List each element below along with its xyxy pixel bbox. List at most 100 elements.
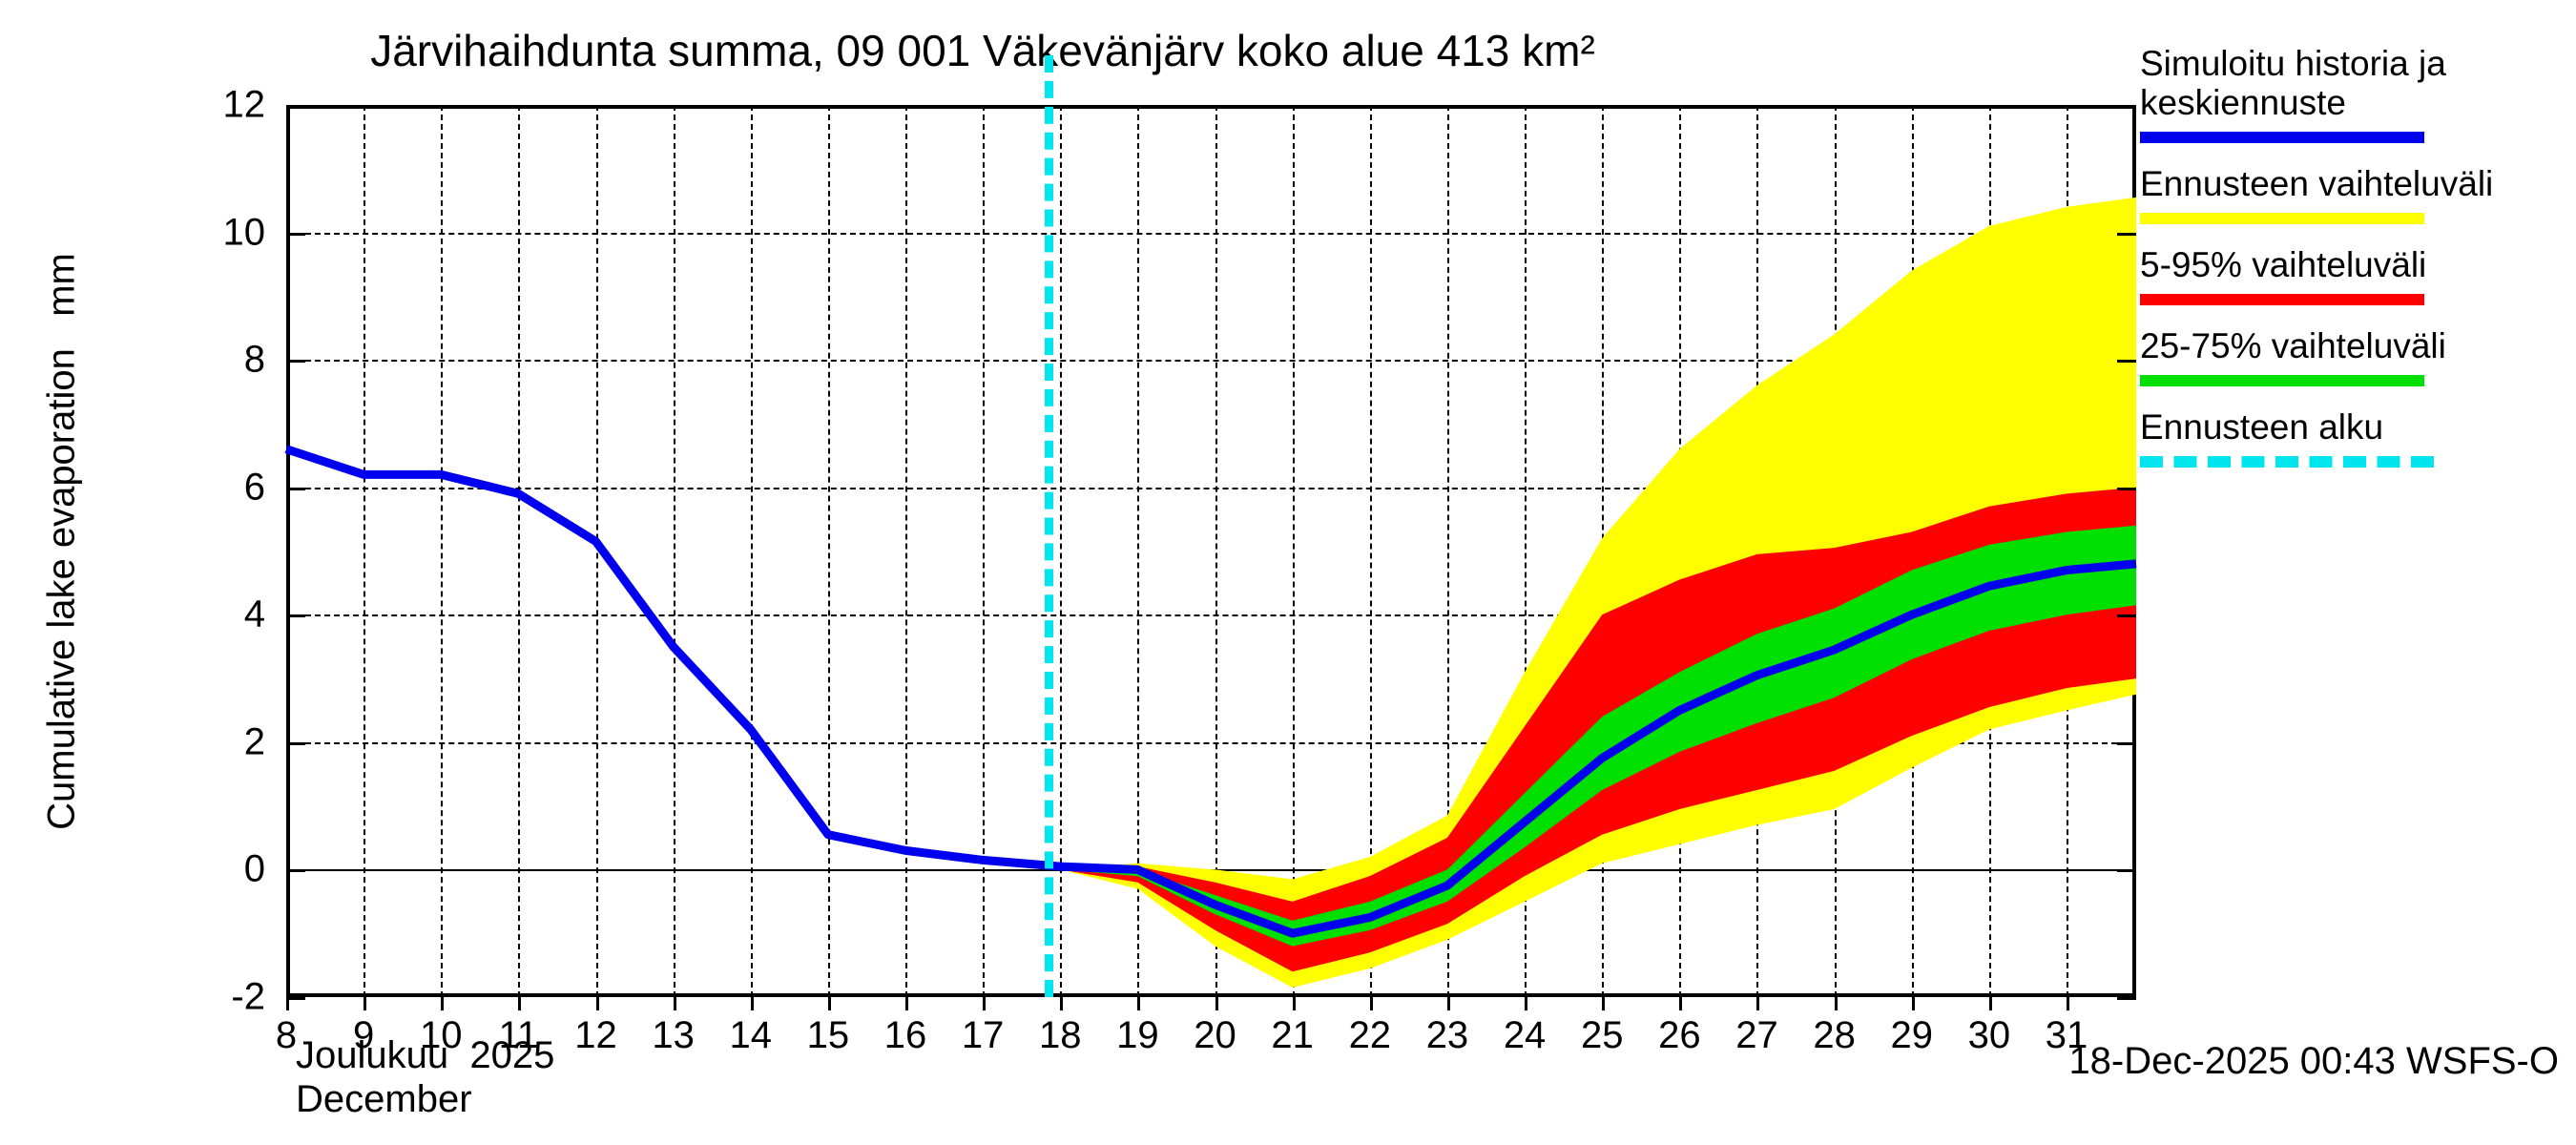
x-tick <box>1525 997 1528 1010</box>
gridline-horizontal <box>286 614 2136 617</box>
x-tick-label: 25 <box>1580 1014 1624 1056</box>
y-tick <box>2117 360 2136 364</box>
x-tick <box>827 997 831 1010</box>
y-tick-label: 10 <box>222 211 266 254</box>
x-tick-label: 21 <box>1271 1014 1314 1056</box>
legend-item-label: 5-95% vaihteluväli <box>2140 245 2427 284</box>
x-tick-label: 9 <box>353 1014 375 1056</box>
chart-title: Järvihaihdunta summa, 09 001 Väkevänjärv… <box>370 26 1595 75</box>
y-tick <box>2117 232 2136 236</box>
legend-item-label: Ennusteen alku <box>2140 407 2384 447</box>
x-tick-label: 24 <box>1503 1014 1547 1056</box>
legend-swatch <box>2140 375 2424 386</box>
y-tick <box>2117 869 2136 873</box>
legend-item-label: Simuloitu historia ja keskiennuste <box>2140 44 2446 122</box>
gridline-horizontal <box>286 741 2136 744</box>
gridline-vertical <box>750 105 753 997</box>
y-tick <box>286 869 305 873</box>
x-tick <box>1679 997 1683 1010</box>
x-tick <box>673 997 676 1010</box>
x-tick-label: 26 <box>1658 1014 1701 1056</box>
x-tick <box>1602 997 1606 1010</box>
x-tick <box>1911 997 1915 1010</box>
x-tick-label: 13 <box>652 1014 695 1056</box>
x-tick <box>441 997 445 1010</box>
y-tick <box>286 741 305 745</box>
legend-item: Simuloitu historia ja keskiennuste <box>2140 44 2569 143</box>
y-tick <box>286 487 305 490</box>
gridline-vertical <box>1215 105 1217 997</box>
y-tick <box>286 232 305 236</box>
x-tick-label: 31 <box>2045 1014 2088 1056</box>
x-tick-label: 16 <box>883 1014 927 1056</box>
y-tick-label: 0 <box>243 847 265 890</box>
x-tick <box>364 997 367 1010</box>
x-tick-label: 10 <box>420 1014 463 1056</box>
x-axis-caption-en: December <box>296 1078 472 1120</box>
legend-item: 25-75% vaihteluväli <box>2140 326 2569 386</box>
x-tick-label: 29 <box>1890 1014 1933 1056</box>
timestamp-footer: 18-Dec-2025 00:43 WSFS-O <box>2068 1040 2559 1082</box>
y-tick <box>286 614 305 618</box>
legend-item: Ennusteen alku <box>2140 407 2569 468</box>
gridline-vertical <box>673 105 675 997</box>
median-line <box>284 445 2137 938</box>
x-tick <box>1988 997 1992 1010</box>
x-tick-label: 28 <box>1813 1014 1856 1056</box>
x-tick <box>1292 997 1296 1010</box>
gridline-vertical <box>1137 105 1140 997</box>
gridline-vertical <box>1060 105 1063 997</box>
x-tick-label: 11 <box>498 1014 539 1056</box>
x-tick-label: 27 <box>1735 1014 1778 1056</box>
legend-item: 5-95% vaihteluväli <box>2140 245 2569 305</box>
x-tick-label: 18 <box>1039 1014 1082 1056</box>
gridline-horizontal <box>286 487 2136 489</box>
plot-area: 8 9 10 11 12 13 14 15 16 17 18 19 20 21 22 23 24 25 26 27 28… <box>223 55 2137 1056</box>
y-tick <box>286 997 305 1000</box>
legend-swatch <box>2140 213 2424 224</box>
legend-item-label: 25-75% vaihteluväli <box>2140 326 2446 365</box>
x-tick <box>983 997 987 1010</box>
x-tick <box>1369 997 1373 1010</box>
gridline-vertical <box>983 105 986 997</box>
x-tick <box>1756 997 1760 1010</box>
x-axis-caption: Joulukuu 2025 December <box>296 1033 554 1121</box>
gridline-vertical <box>827 105 830 997</box>
y-tick <box>286 360 305 364</box>
forecast-start-marker <box>1045 55 1054 997</box>
y-tick-label: 12 <box>222 83 266 126</box>
x-tick-label: 22 <box>1348 1014 1392 1056</box>
x-tick-label: 20 <box>1194 1014 1236 1056</box>
y-tick-label: -2 <box>231 975 265 1018</box>
x-tick-label: 19 <box>1116 1014 1159 1056</box>
x-tick <box>750 997 754 1010</box>
y-tick <box>2117 997 2136 1000</box>
y-tick <box>2117 614 2136 618</box>
gridline-vertical <box>1292 105 1295 997</box>
x-tick <box>2066 997 2069 1010</box>
y-axis-label: Cumulative lake evaporation mm <box>40 253 83 830</box>
y-tick <box>2117 741 2136 745</box>
x-tick <box>595 997 599 1010</box>
band-minmax <box>1060 197 2136 988</box>
x-tick <box>905 997 909 1010</box>
legend: Simuloitu historia ja keskiennuste Ennust… <box>2140 44 2569 489</box>
legend-swatch <box>2140 294 2424 305</box>
x-tick <box>1137 997 1141 1010</box>
x-tick-label: 15 <box>806 1014 850 1056</box>
x-tick-label: 8 <box>275 1014 298 1056</box>
gridline-vertical <box>364 105 366 997</box>
gridline-vertical <box>441 105 444 997</box>
x-tick-label: 30 <box>1967 1014 2011 1056</box>
gridline-vertical <box>518 105 521 997</box>
x-tick <box>1215 997 1218 1010</box>
legend-swatch <box>2140 132 2424 143</box>
series-layer <box>284 197 2137 988</box>
legend-item: Ennusteen vaihteluväli <box>2140 164 2569 224</box>
y-tick-label: 6 <box>243 466 265 509</box>
gridline-horizontal <box>286 360 2136 363</box>
gridline-vertical <box>1525 105 1527 997</box>
y-tick <box>2117 105 2136 108</box>
x-axis-caption-fi: Joulukuu 2025 <box>296 1034 555 1076</box>
y-tick <box>286 105 305 108</box>
